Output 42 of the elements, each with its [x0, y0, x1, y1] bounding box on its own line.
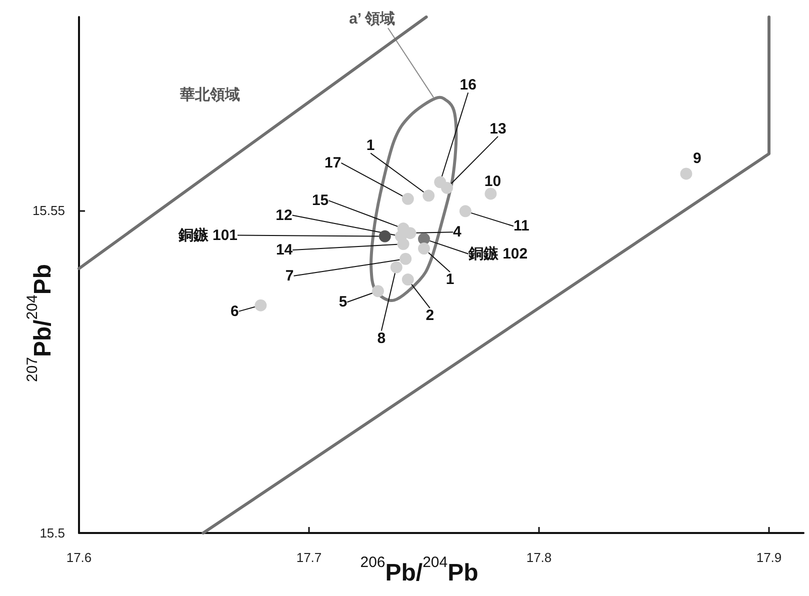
annotation: 6 — [230, 302, 239, 320]
annotation: 10 — [484, 173, 502, 190]
point — [680, 168, 692, 180]
x-tick-label: 17.7 — [296, 550, 322, 565]
annotation: 12 — [276, 206, 292, 224]
annotation: 2 — [426, 307, 434, 324]
x-tick-label: 17.8 — [526, 550, 552, 565]
annotation: 華北領域 — [179, 86, 240, 104]
annotation: 16 — [460, 76, 476, 94]
point — [402, 192, 414, 205]
annotation: a’ 領域 — [349, 10, 395, 28]
point — [400, 252, 412, 265]
point — [418, 242, 430, 255]
annotation: 11 — [513, 218, 530, 235]
annotation: 13 — [490, 120, 506, 138]
point — [441, 182, 453, 194]
point — [390, 261, 402, 274]
annotation: 銅鏃 101 — [177, 226, 238, 244]
annotation: 4 — [453, 224, 462, 241]
point — [422, 190, 435, 202]
x-tick-label: 17.6 — [66, 550, 92, 565]
point — [254, 299, 267, 312]
annotation: 17 — [324, 154, 342, 172]
x-tick-label: 17.9 — [756, 550, 782, 565]
annotation: 7 — [285, 267, 294, 284]
y-tick-label: 15.55 — [32, 203, 65, 218]
annotation: 5 — [338, 294, 348, 311]
point — [397, 238, 410, 250]
annotation: 8 — [377, 330, 386, 347]
annotation: 14 — [276, 242, 294, 259]
point — [402, 274, 414, 286]
point — [372, 285, 384, 298]
point — [378, 230, 391, 242]
point — [459, 205, 472, 218]
y-axis-title: 207Pb/204Pb — [24, 264, 56, 382]
annotation: 15 — [312, 192, 329, 210]
annotation: 1 — [446, 271, 454, 288]
point — [484, 188, 497, 200]
y-tick-label: 15.5 — [40, 526, 65, 540]
annotation: 1 — [366, 137, 375, 154]
annotation: 9 — [693, 150, 702, 168]
annotation: 銅鏃 102 — [467, 245, 528, 262]
